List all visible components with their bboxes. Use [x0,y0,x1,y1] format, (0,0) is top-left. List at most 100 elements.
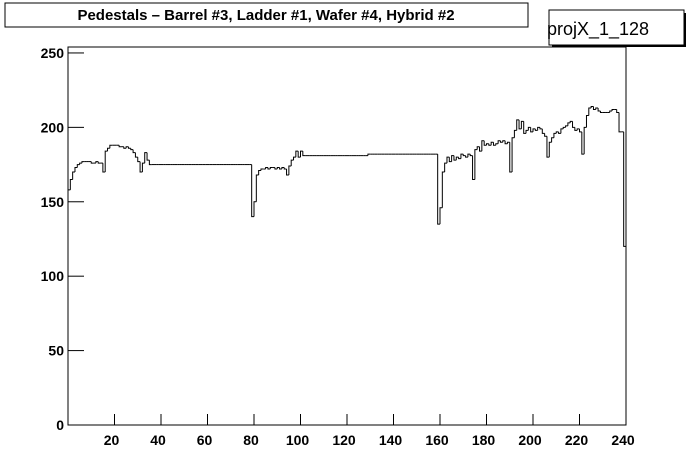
histogram-bin [576,128,580,131]
histogram-bin [297,151,301,158]
histogram-bin [537,126,540,131]
histogram-bin [534,128,538,131]
x-tick-label: 200 [518,432,542,448]
histogram-bin [125,146,129,149]
histogram-bin [76,164,80,168]
stats-box [548,9,685,46]
histogram-bin [453,155,457,161]
histogram-bin [69,178,73,190]
histogram-bin [516,119,520,131]
histogram-bin [269,167,273,170]
y-tick-label: 200 [41,119,65,135]
histogram-bin [590,106,594,109]
histogram-bin [104,150,108,173]
histogram-bin [367,153,371,156]
histogram-bin [502,140,506,143]
histogram-bin [127,146,131,149]
histogram-bin [511,137,515,173]
histogram-bin [595,107,599,110]
histogram-bin [458,157,461,160]
histogram-bin [479,146,482,152]
histogram-bin [274,167,278,170]
chart-title: Pedestals – Barrel #3, Ladder #1, Wafer … [77,7,454,24]
histogram-bin [544,133,547,137]
histogram-bin [558,131,561,134]
histogram-bin [476,146,480,150]
histogram-bin [490,141,494,146]
histogram-bin [551,137,554,143]
x-tick-label: 60 [197,432,213,448]
histogram-bin [72,171,75,180]
histogram-bin [539,127,543,130]
histogram-bin [141,162,145,173]
histogram-bin [109,144,113,149]
histogram-bin [518,119,522,130]
histogram-bin [276,167,280,170]
x-tick-label: 180 [472,432,496,448]
histogram-bin [611,109,615,111]
x-tick-label: 20 [104,432,120,448]
histogram-bin [134,152,138,158]
histogram-bin [483,140,487,146]
y-tick-label: 0 [56,417,64,433]
histogram-bin [139,161,143,173]
histogram-bin [293,156,296,161]
histogram-bin [609,110,613,113]
histogram-bin [146,152,150,161]
histogram-bin [553,132,557,138]
histogram-bin [548,141,552,158]
histogram-bin [488,143,492,146]
stats-title: projX_1_128 [547,19,649,40]
histogram-bin [592,106,596,111]
y-tick-label: 250 [41,45,65,61]
histogram-bin [527,126,531,131]
x-tick-label: 140 [379,432,403,448]
x-tick-label: 80 [243,432,259,448]
histogram-bin [523,121,527,134]
histogram-bin [253,201,257,217]
histogram-bin [462,154,466,157]
histogram-bin [288,165,292,175]
x-tick-label: 160 [425,432,449,448]
y-tick-label: 100 [41,268,65,284]
histogram-bin [506,141,510,144]
x-tick-label: 240 [611,432,635,448]
histogram-bin [472,155,475,180]
histogram-bin [504,140,508,145]
histogram-bin [137,157,141,163]
histogram-bin [532,128,536,132]
histogram-bin [520,120,524,129]
histogram-bin [562,126,566,129]
histogram-bin [497,140,501,144]
histogram-bin [585,114,589,128]
histogram-bin [258,170,261,175]
x-tick-label: 40 [150,432,166,448]
histogram-bin [74,167,78,173]
histogram-bin [286,169,289,176]
histogram-bin [132,149,136,154]
histogram-bin [486,143,489,146]
histogram-bin [465,155,468,158]
histogram-bin [97,161,101,164]
histogram-bin [290,159,294,167]
histogram-bin [581,131,585,155]
histogram-bin [300,150,303,158]
histogram-bin [283,167,287,170]
histogram-bin [437,154,440,225]
histogram-bin [295,150,299,158]
histogram-bin [267,167,271,170]
histogram-bin [255,174,259,202]
x-tick-label: 120 [332,432,356,448]
histogram-bin [448,157,452,163]
histogram-bin [599,110,603,113]
histogram-bin [123,146,127,149]
histogram-bin [102,163,106,173]
title-box [4,2,529,28]
histogram-bin [623,131,626,247]
histogram-bin [130,148,134,151]
histogram-bin [565,125,568,128]
histogram-bin [567,122,571,126]
histogram-bin [279,167,282,170]
